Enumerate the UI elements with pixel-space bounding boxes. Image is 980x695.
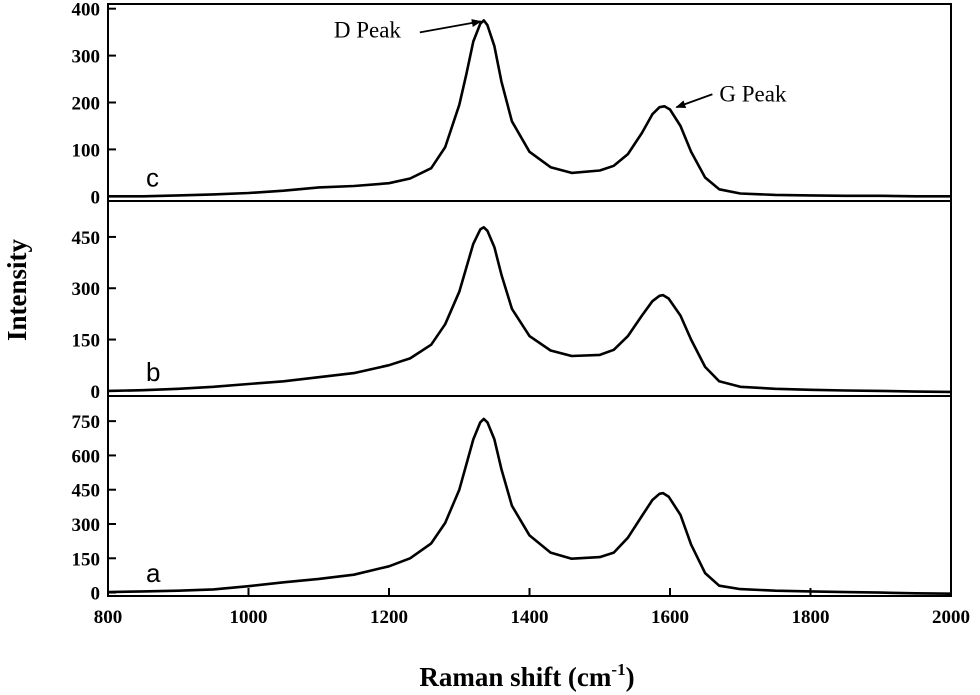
spectrum-line-c xyxy=(108,19,951,198)
x-tick-label: 2000 xyxy=(932,607,970,628)
y-tick-label: 450 xyxy=(72,228,101,249)
x-tick-label: 1600 xyxy=(651,607,689,628)
panel-c-frame xyxy=(107,3,952,202)
y-tick-label: 150 xyxy=(72,331,101,352)
x-axis-title-superscript: -1 xyxy=(611,660,625,679)
y-tick-label: 450 xyxy=(72,481,101,502)
x-axis-title: Raman shift (cm-1) xyxy=(419,660,634,692)
y-tick-label: 300 xyxy=(72,47,101,68)
y-tick-label: 150 xyxy=(72,549,101,570)
x-tick-label: 1200 xyxy=(370,607,408,628)
panel-label-c: c xyxy=(146,162,159,192)
panel-b-frame xyxy=(107,200,952,397)
annotation-g-peak: G Peak xyxy=(719,81,787,106)
x-tick-label: 800 xyxy=(94,607,123,628)
annotation-d-peak: D Peak xyxy=(334,17,402,42)
y-tick-label: 300 xyxy=(72,515,101,536)
spectrum-line-a xyxy=(107,417,952,595)
x-tick-label: 1800 xyxy=(792,607,830,628)
y-tick-label: 300 xyxy=(72,279,101,300)
y-tick-label: 600 xyxy=(72,446,101,467)
y-tick-label: 0 xyxy=(91,584,101,605)
x-tick-label: 1400 xyxy=(511,607,549,628)
y-tick-label: 200 xyxy=(72,94,101,115)
panel-b: 0 150 300 450 b xyxy=(72,200,952,403)
y-axis-title: Intensity xyxy=(2,238,32,341)
annotation-d-peak-arrow xyxy=(419,19,482,34)
annotation-g-peak-arrow xyxy=(675,93,713,109)
y-tick-label: 0 xyxy=(91,187,101,208)
spectrum-line-b xyxy=(107,226,952,394)
y-tick-label: 400 xyxy=(72,0,101,21)
x-axis-title-suffix: ) xyxy=(626,662,635,692)
panel-label-a: a xyxy=(146,558,161,588)
panel-a-frame xyxy=(107,395,952,597)
x-axis-title-main: Raman shift (cm xyxy=(419,662,611,692)
y-tick-label: 0 xyxy=(91,382,101,403)
panel-a: 0 150 300 450 600 750 a xyxy=(72,395,952,605)
y-tick-label: 750 xyxy=(72,412,101,433)
panel-label-b: b xyxy=(146,357,160,387)
x-tick-label: 1000 xyxy=(230,607,268,628)
panel-c: 0 100 200 300 400 c xyxy=(72,0,952,208)
y-tick-label: 100 xyxy=(72,140,101,161)
